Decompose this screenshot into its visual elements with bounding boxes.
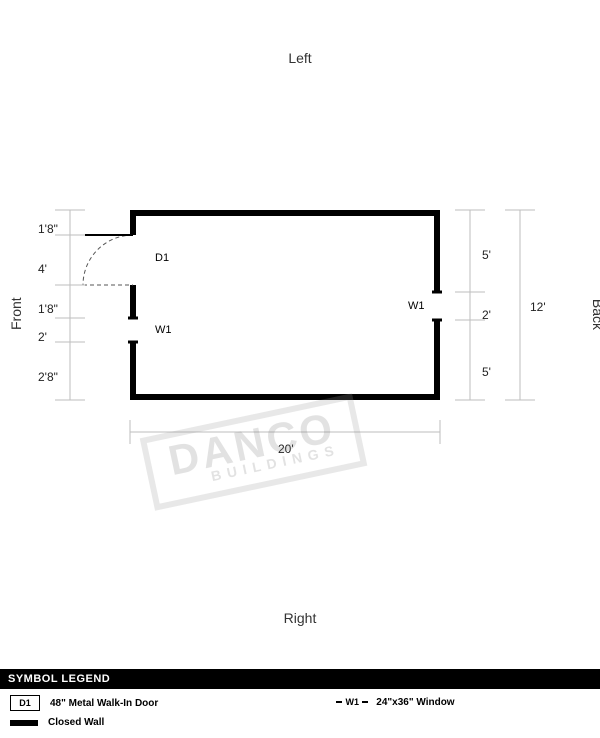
dim-front-3: 2' (38, 330, 47, 344)
legend-sym-d1: D1 (10, 695, 40, 711)
dim-depth: 12' (530, 300, 546, 314)
legend-sym-wall (10, 720, 38, 726)
legend-sym-w1: W1 (338, 695, 366, 709)
dim-back-2: 5' (482, 365, 491, 379)
label-win-front: W1 (155, 324, 172, 336)
legend-body: D1 48" Metal Walk-In Door Closed Wall W1… (0, 689, 600, 738)
legend-item-window: W1 24"x36" Window (338, 695, 454, 709)
plan-area: 1'8" 4' 1'8" 2' 2'8" 5' 2' 5' 12' 20' D1… (0, 180, 600, 480)
dim-front-2: 1'8" (38, 302, 58, 316)
side-label-bottom: Right (284, 610, 317, 626)
legend-label-wall: Closed Wall (48, 717, 104, 728)
dim-front-0: 1'8" (38, 222, 58, 236)
dim-back-1: 2' (482, 308, 491, 322)
floor-plan-page: Left Right Front Back (0, 0, 600, 738)
side-label-top: Left (288, 50, 311, 66)
dim-front-1: 4' (38, 262, 47, 276)
legend-item-door: D1 48" Metal Walk-In Door (10, 695, 158, 711)
legend-title: SYMBOL LEGEND (0, 669, 600, 689)
legend-label-window: 24"x36" Window (376, 697, 454, 708)
label-door: D1 (155, 252, 169, 264)
dim-front-4: 2'8" (38, 370, 58, 384)
legend-item-wall: Closed Wall (10, 717, 158, 728)
dim-back-0: 5' (482, 248, 491, 262)
plan-svg (0, 180, 600, 480)
dim-width: 20' (278, 442, 294, 456)
label-win-back: W1 (408, 300, 425, 312)
symbol-legend: SYMBOL LEGEND D1 48" Metal Walk-In Door … (0, 669, 600, 738)
legend-label-door: 48" Metal Walk-In Door (50, 698, 158, 709)
